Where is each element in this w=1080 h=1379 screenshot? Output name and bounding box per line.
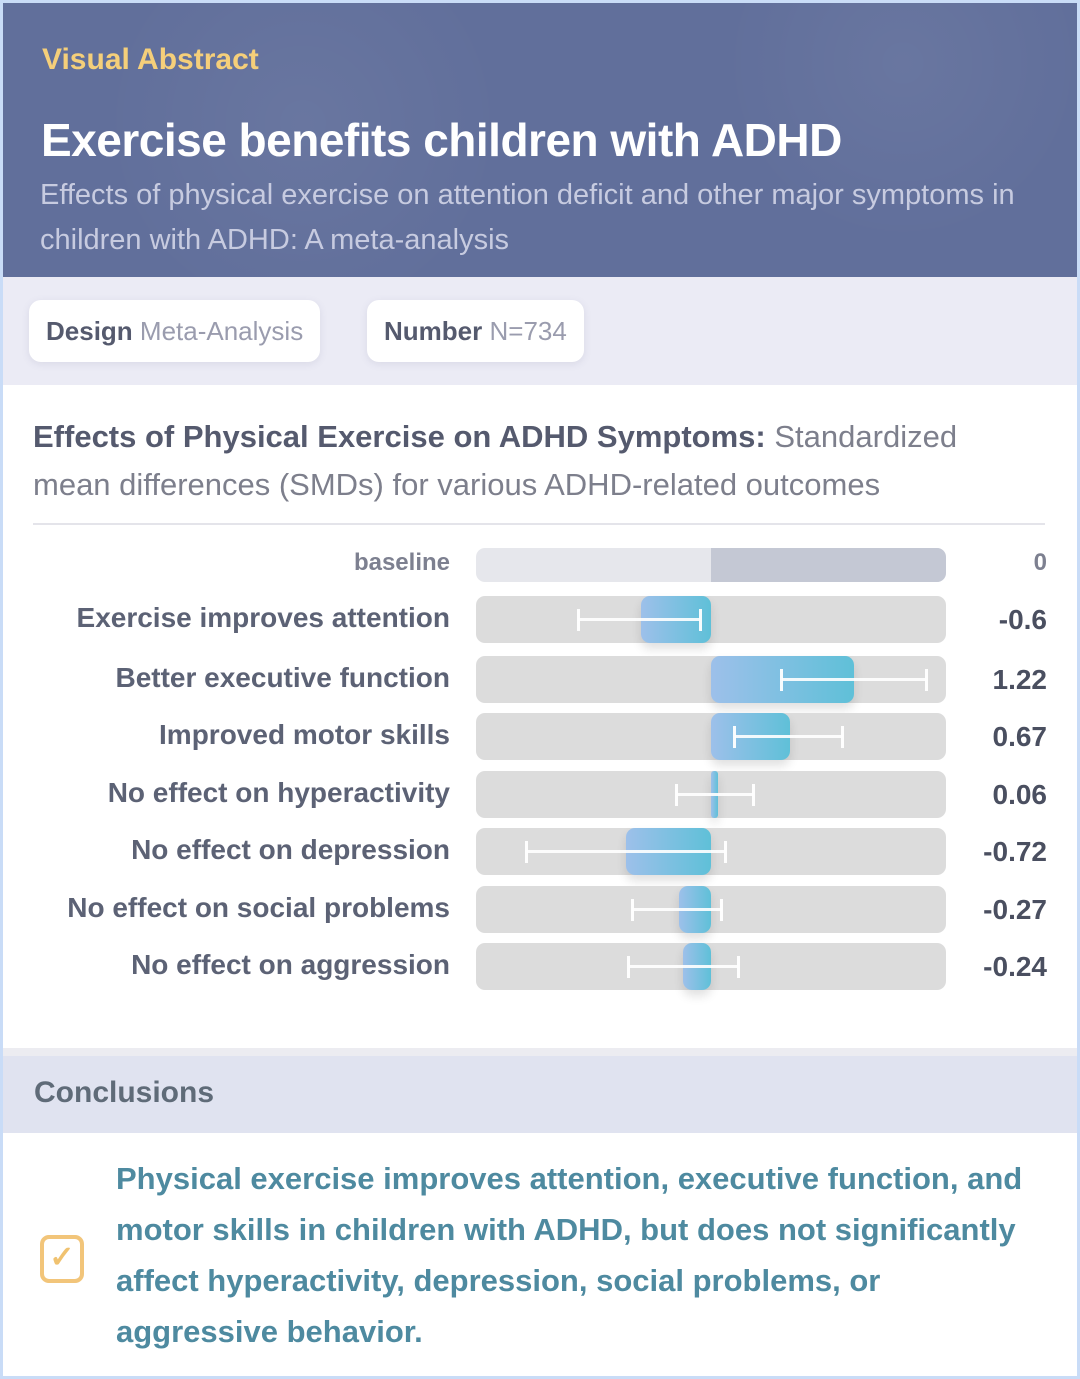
ci-cap-low	[675, 783, 679, 806]
outcome-label: Better executive function	[115, 662, 450, 693]
ci-cap-high	[751, 783, 755, 806]
ci-cap-low	[525, 840, 529, 863]
confidence-interval	[628, 965, 739, 968]
ci-cap-high	[720, 898, 724, 921]
outcome-label: No effect on aggression	[131, 949, 450, 980]
tag-value: N=734	[489, 316, 567, 346]
bar-track	[476, 596, 946, 643]
number-tag: Number N=734	[367, 300, 584, 362]
tag-label: Number	[384, 316, 483, 346]
baseline-value: 0	[1033, 549, 1047, 576]
conclusion-text: Physical exercise improves attention, ex…	[116, 1161, 1023, 1349]
confidence-interval	[676, 793, 754, 796]
baseline-label: baseline	[353, 549, 450, 576]
outcome-label: Improved motor skills	[159, 719, 450, 750]
baseline-fill	[711, 548, 946, 582]
confidence-interval	[632, 908, 722, 911]
tag-bar: Design Meta-Analysis Number N=734	[3, 277, 1077, 385]
outcome-value: -0.6	[998, 604, 1047, 635]
ci-cap-low	[576, 608, 580, 631]
ci-cap-high	[723, 840, 727, 863]
confidence-interval	[526, 850, 726, 853]
subtitle: Effects of physical exercise on attentio…	[40, 179, 1015, 256]
tag-value: Meta-Analysis	[139, 316, 304, 346]
outcome-label: Exercise improves attention	[76, 602, 450, 633]
outcome-label: No effect on social problems	[67, 892, 450, 923]
kicker: Visual Abstract	[42, 43, 259, 76]
ci-cap-high	[924, 668, 928, 691]
chart-heading: Effects of Physical Exercise on ADHD Sym…	[33, 413, 1043, 509]
divider	[33, 523, 1045, 525]
outcome-value: 1.22	[992, 664, 1048, 695]
confidence-interval	[781, 678, 927, 681]
outcome-label: No effect on hyperactivity	[107, 777, 450, 808]
ci-cap-high	[736, 955, 740, 978]
ci-cap-low	[627, 955, 631, 978]
chart-heading-rest: Standardized mean differences (SMDs) for…	[33, 419, 958, 502]
checkbox-checked-icon: ✓	[40, 1235, 84, 1283]
ci-cap-high	[841, 725, 845, 748]
ci-cap-low	[780, 668, 783, 691]
conclusions-title: Conclusions	[34, 1076, 215, 1109]
conclusions-header: Conclusions	[3, 1048, 1077, 1133]
visual-abstract-card: Visual Abstract Exercise benefits childr…	[3, 3, 1077, 1376]
chart-heading-bold: Effects of Physical Exercise on ADHD Sym…	[33, 419, 766, 454]
outcome-value: -0.24	[983, 951, 1047, 982]
ci-cap-low	[630, 898, 634, 921]
outcome-value: 0.06	[992, 779, 1048, 810]
confidence-interval	[734, 735, 843, 738]
page-title: Exercise benefits children with ADHD	[41, 114, 842, 166]
ci-cap-low	[733, 725, 736, 748]
confidence-interval	[578, 618, 701, 621]
design-tag: Design Meta-Analysis	[29, 300, 321, 362]
outcome-label: No effect on depression	[131, 834, 450, 865]
outcome-value: 0.67	[992, 721, 1048, 752]
ci-cap-high	[698, 608, 702, 631]
header: Visual Abstract Exercise benefits childr…	[3, 3, 1077, 277]
outcome-value: -0.27	[983, 894, 1047, 925]
tag-label: Design	[46, 316, 133, 346]
outcome-value: -0.72	[983, 836, 1047, 867]
